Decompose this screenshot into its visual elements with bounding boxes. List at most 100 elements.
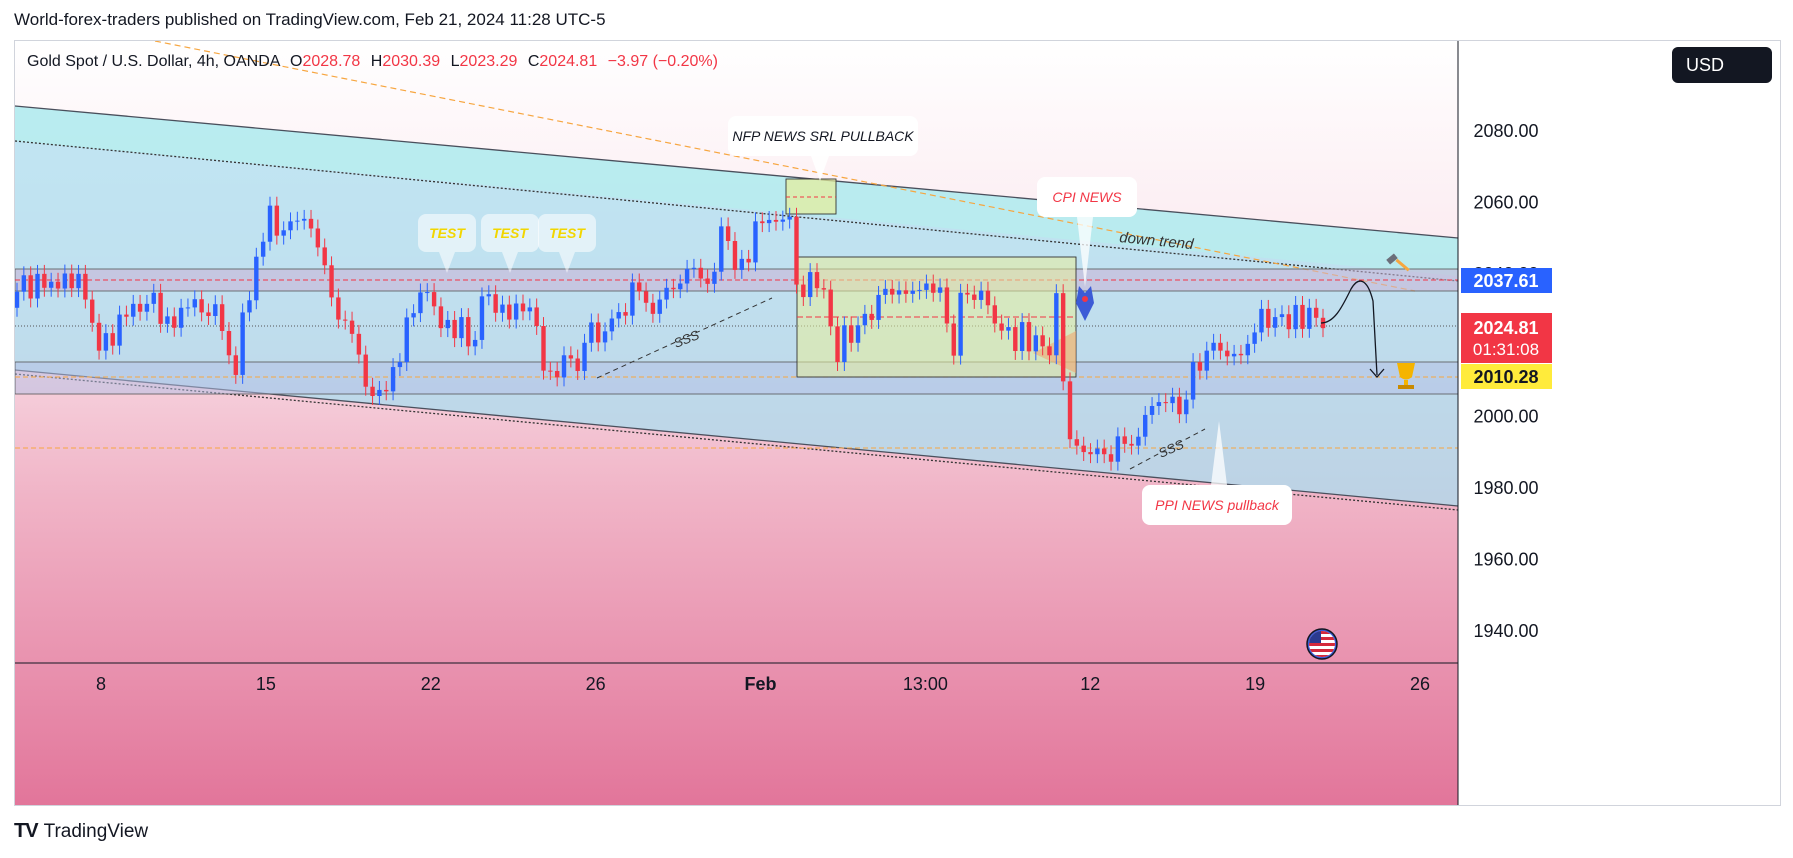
candle-body [131,303,136,317]
candle-body [1149,406,1155,415]
channel-bottom-dotted [15,373,1459,511]
candle-body [1177,396,1182,415]
open-value: 2028.78 [302,53,361,70]
candle-body [828,289,833,327]
cpi-marker-icon [1076,286,1094,321]
candle-body [260,241,266,257]
candle-body [267,205,273,242]
candle-body [363,354,368,387]
candle-body [541,326,546,371]
candle-body [452,319,457,339]
candle-body [753,221,758,263]
candle-body [801,284,806,298]
candle-body [1013,327,1018,351]
candle-body [1313,307,1319,318]
candle-body [568,355,574,359]
channel-dotted-line [15,140,1459,282]
candle-body [1033,335,1039,352]
candle-body [1190,362,1196,400]
candle-body [103,333,109,351]
candle-body [151,292,156,304]
price-axis-panel[interactable] [1458,41,1781,806]
candle-body [240,312,245,375]
candle-body [1156,402,1162,406]
candle-body [1300,304,1305,329]
candle-body [438,306,444,329]
candle-body [404,317,409,363]
candle-body [725,226,731,241]
close-key: C [527,53,540,70]
us-flag-icon [1306,628,1338,660]
candle-body [787,216,792,220]
chart-panel[interactable]: SSS SSS down trend TEST TEST TEST NFP NE… [14,40,1781,806]
candle-body [1088,452,1093,455]
candle-body [807,272,813,298]
tradingview-logo-icon[interactable]: TV [14,820,39,842]
candle-body [732,241,738,270]
projection-arrow [1320,280,1378,376]
published-header: World-forex-traders published on Trading… [14,10,606,29]
candle-body [384,389,389,392]
candle-body [1211,342,1216,351]
nfp-label: NFP NEWS SRL PULLBACK [732,128,914,144]
candle-body [917,289,922,291]
candle-body [972,294,977,300]
candle-body [301,218,307,221]
support-price-tag: 2010.28 [1461,364,1552,389]
candle-body [281,230,286,236]
candle-body [664,287,669,300]
candle-body [609,318,615,332]
candle-body [1259,308,1264,333]
candle-body [15,291,20,308]
symbol-legend: Gold Spot / U.S. Dollar, 4h, OANDA O2028… [27,53,718,71]
candle-body [691,267,697,269]
candle-body [1095,448,1100,455]
projection-arrowhead [1369,368,1385,378]
candle-body [1170,396,1175,404]
candle-body [117,314,122,346]
candle-body [876,294,881,320]
candle-body [944,287,950,324]
candle-body [390,367,396,392]
candle-body [657,299,662,314]
candle-body [534,307,539,326]
orange-trend-line [154,41,1416,292]
candle-body [903,290,909,294]
candle-body [349,320,355,334]
candle-body [83,273,88,300]
candle-body [1040,335,1045,347]
candle-body [705,278,710,284]
chart-canvas[interactable]: SSS SSS down trend TEST TEST TEST NFP NE… [15,41,1781,806]
candle-body [1238,353,1244,356]
currency-button[interactable]: USD [1672,47,1772,83]
tradingview-footer[interactable]: TV TradingView [14,820,148,843]
resistance-price-value: 2037.61 [1473,271,1538,291]
candle-body [1054,293,1059,356]
candle-body [90,299,95,323]
test-callout-2: TEST [481,214,539,273]
candle-body [999,323,1004,331]
high-key: H [370,53,383,70]
candle-body [42,273,47,288]
tradingview-brand[interactable]: TradingView [43,820,149,842]
candle-body [137,303,143,312]
channel-top-line [15,105,1459,239]
candle-body [794,216,799,285]
candle-body [582,342,587,371]
candle-body [739,258,744,270]
candle-body [397,362,403,368]
candle-body [486,294,492,297]
candle-body [869,313,874,320]
cpi-marker-dot [1082,296,1088,302]
cpi-label: CPI NEWS [1052,189,1122,205]
candle-body [493,294,498,313]
candle-body [158,292,163,324]
channel-upper-band [15,106,1458,276]
candle-body [1047,346,1052,356]
candle-body [1231,353,1237,357]
candle-body [1204,350,1209,371]
candle-body [1307,307,1312,329]
candle-body [69,273,74,289]
time-tick-label: 8 [96,674,106,694]
candle-body [1218,342,1223,351]
